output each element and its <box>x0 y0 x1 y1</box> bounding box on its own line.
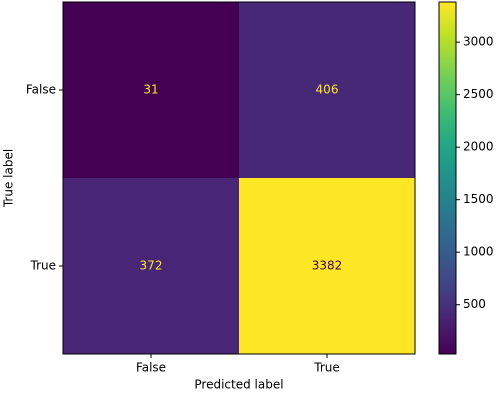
cell <box>63 178 239 354</box>
y-axis-label: True label <box>2 149 16 208</box>
colorbar-tick-label: 500 <box>463 297 486 311</box>
colorbar-tick-label: 2000 <box>463 140 494 154</box>
cell <box>63 2 239 178</box>
cell-label: 406 <box>316 83 339 97</box>
y-tick-label: True <box>30 259 57 273</box>
cell <box>239 178 415 354</box>
cell-label: 31 <box>143 83 158 97</box>
cell-label: 372 <box>140 259 163 273</box>
cell-label: 3382 <box>312 259 343 273</box>
colorbar-tick-label: 1500 <box>463 192 494 206</box>
colorbar-tick-label: 3000 <box>463 35 494 49</box>
x-axis-label: Predicted label <box>194 378 283 392</box>
y-tick-label: False <box>26 83 56 97</box>
plot-frame <box>62 1 416 355</box>
x-tick-label: False <box>136 361 166 375</box>
x-tick-label: True <box>313 361 340 375</box>
colorbar-tick-label: 2500 <box>463 87 494 101</box>
colorbar <box>438 1 457 355</box>
cell <box>239 2 415 178</box>
colorbar-tick-label: 1000 <box>463 245 494 259</box>
